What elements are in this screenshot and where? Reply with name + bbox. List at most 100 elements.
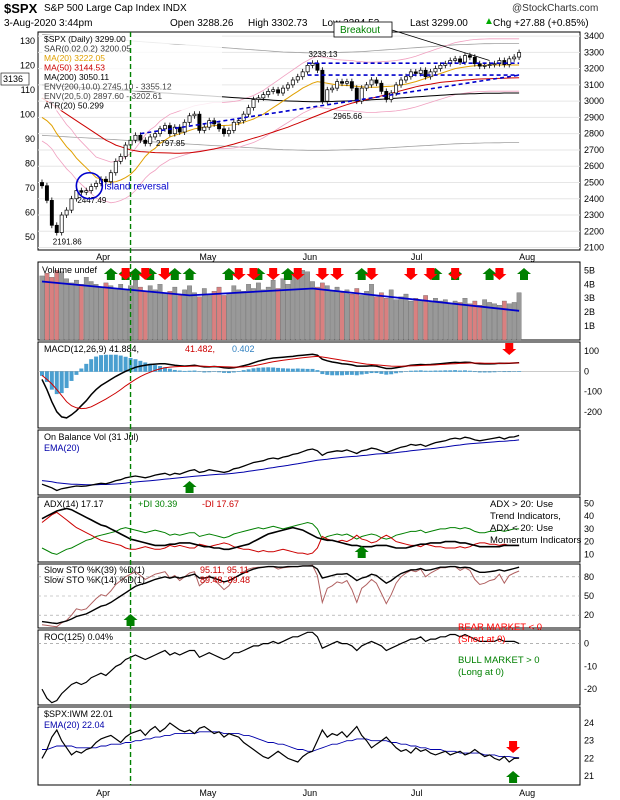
volume-green-arrow	[221, 268, 236, 280]
macd-histogram-bar	[182, 370, 187, 372]
price-candle	[103, 178, 108, 183]
volume-bar	[492, 303, 497, 341]
price-candle	[517, 52, 522, 58]
price-candle	[310, 62, 315, 66]
volume-bar	[251, 288, 256, 341]
volume-bar	[182, 289, 187, 341]
roc-bear-note-0: BEAR MARKET < 0	[458, 622, 542, 633]
adx-legend-mdi: -DI 17.67	[202, 499, 239, 509]
macd-line	[41, 353, 520, 419]
macd-histogram-bar	[315, 370, 320, 372]
macd-histogram-bar	[423, 370, 428, 372]
volume-bar	[472, 300, 478, 341]
price-right-tick-4: 3000	[584, 96, 604, 106]
price-x-label-1: May	[199, 252, 217, 262]
macd-red-arrow	[502, 343, 517, 355]
island-circle	[75, 171, 104, 200]
price-legend-5: ENV(200,10.0) 2745.10 - 3355.12	[44, 82, 172, 92]
stoch-legend-b-name: Slow STO %K(14) %D(1)	[44, 575, 145, 585]
volume-bar	[339, 292, 345, 341]
ma50-line	[41, 77, 520, 154]
volume-bar	[398, 296, 404, 341]
roc-tick-1: -10	[584, 661, 597, 671]
adx-plus-di-line	[41, 521, 520, 555]
macd-histogram-bar	[59, 371, 64, 394]
volume-bar	[383, 298, 389, 341]
price-x-label-4: Aug	[519, 252, 535, 262]
volume-red-arrow	[266, 268, 281, 280]
price-candle	[399, 79, 403, 86]
macd-histogram-bar	[413, 370, 418, 372]
price-legend-4: MA(200) 3050.11	[44, 72, 109, 82]
volume-bar	[231, 285, 237, 341]
price-candle	[330, 87, 335, 91]
volume-bar	[305, 271, 310, 341]
volume-bar	[319, 282, 325, 341]
adx-note-2: ADX < 20: Use	[490, 523, 553, 534]
volume-bar	[270, 279, 276, 341]
ratio-green-arrow	[506, 771, 521, 783]
volume-bar	[482, 299, 488, 341]
macd-histogram-bar	[256, 367, 261, 372]
macd-histogram-bar	[187, 370, 192, 372]
price-legend-bg-2	[42, 54, 222, 63]
stoch-fast-line	[41, 564, 520, 628]
adx-tick-0: 50	[584, 498, 594, 508]
volume-bar	[280, 278, 286, 341]
macd-histogram-bar	[374, 371, 379, 374]
price-legend-6: ENV(20,5.0) 2897.60 - 3202.61	[44, 91, 162, 101]
volume-bar	[211, 291, 217, 341]
volume-bar	[59, 271, 65, 341]
price-candle	[40, 182, 44, 187]
macd-histogram-bar	[349, 371, 354, 375]
macd-histogram-bar	[99, 355, 104, 372]
volume-bar	[403, 293, 409, 341]
stoch-legend-a-name: Slow STO %K(39) %D(1)	[44, 565, 145, 575]
macd-histogram-bar	[364, 371, 369, 374]
volume-bar	[221, 295, 227, 341]
price-annotation-2: 2797.85	[156, 139, 185, 148]
ratio-ema-line	[42, 731, 520, 759]
volume-bar	[324, 285, 330, 341]
macd-histogram-bar	[335, 371, 340, 376]
macd-histogram-bar	[261, 367, 266, 372]
volume-bar	[374, 296, 379, 341]
price-candle	[512, 56, 517, 60]
bottom-x-label-3: Jul	[411, 788, 423, 798]
macd-histogram-bar	[408, 370, 413, 372]
macd-histogram-bar	[108, 354, 113, 372]
macd-tick-2: -100	[584, 387, 602, 397]
macd-histogram-bar	[266, 367, 271, 372]
price-candle	[123, 144, 128, 157]
macd-histogram-bar	[197, 371, 202, 372]
adx-line	[41, 507, 520, 551]
volume-bar	[162, 292, 168, 341]
obv-ema-line	[41, 439, 520, 486]
macd-histogram-bar	[472, 371, 477, 373]
roc-bull-note-0: BULL MARKET > 0	[458, 655, 540, 666]
volume-bar	[54, 270, 60, 341]
volume-red-arrow	[423, 268, 438, 280]
volume-bar	[138, 286, 143, 341]
macd-histogram-bar	[74, 371, 79, 375]
price-candle	[340, 81, 344, 84]
price-candle	[458, 58, 463, 63]
volume-tick-1: 4B	[584, 279, 595, 289]
price-legend-bg-7	[42, 101, 222, 111]
price-candle	[423, 69, 428, 78]
volume-bar	[379, 292, 384, 341]
volume-bar	[260, 289, 266, 341]
breakout-box	[333, 21, 393, 38]
bottom-x-label-4: Aug	[519, 788, 535, 798]
price-candle	[453, 58, 458, 61]
macd-histogram-bar	[477, 371, 482, 373]
price-right-tick-6: 2800	[584, 129, 604, 139]
volume-red-arrow	[315, 268, 330, 280]
macd-histogram-bar	[69, 371, 74, 381]
price-candle	[163, 125, 167, 130]
price-candle	[290, 79, 295, 86]
price-candle	[281, 87, 285, 94]
volume-bar	[300, 270, 306, 341]
price-candle	[335, 81, 340, 89]
